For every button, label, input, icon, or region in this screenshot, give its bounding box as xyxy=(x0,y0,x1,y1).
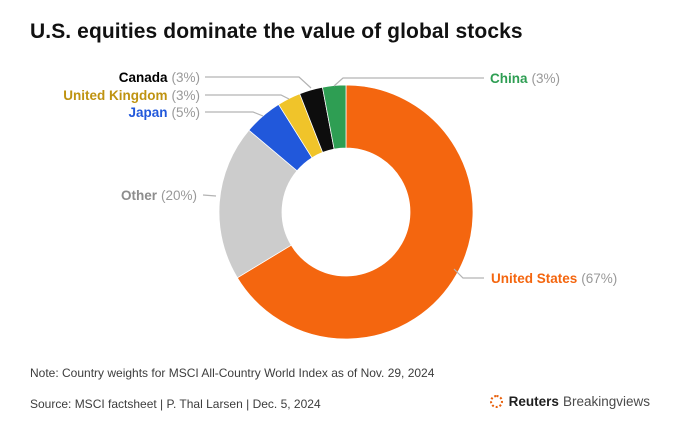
label-united-kingdom-name: United Kingdom xyxy=(63,88,168,103)
reuters-dotted-circle-icon xyxy=(489,395,503,408)
label-canada-pct: (3%) xyxy=(171,70,200,85)
leader-lines xyxy=(202,76,484,279)
reuters-breakingviews-logo: Reuters Breakingviews xyxy=(489,394,650,409)
label-japan: Japan (5%) xyxy=(128,105,200,120)
leader-line-other xyxy=(202,194,217,197)
leader-line-uk xyxy=(205,94,290,100)
leader-line-us xyxy=(453,268,484,279)
label-other-pct: (20%) xyxy=(160,188,197,203)
leader-line-canada xyxy=(205,76,312,89)
label-china-name: China xyxy=(490,71,528,86)
label-china-pct: (3%) xyxy=(531,71,561,86)
label-other-name: Other xyxy=(120,188,157,203)
label-japan-name: Japan xyxy=(128,105,168,120)
source-text: Source: MSCI factsheet | P. Thal Larsen … xyxy=(30,397,321,411)
leader-line-japan xyxy=(205,111,264,117)
label-united-states: United States (67%) xyxy=(491,271,617,286)
slice-other xyxy=(218,129,298,279)
label-united-states-pct: (67%) xyxy=(581,271,618,286)
label-other: Other (20%) xyxy=(121,188,197,203)
donut-slices xyxy=(218,84,474,340)
label-japan-pct: (5%) xyxy=(171,105,200,120)
logo-suffix-text: Breakingviews xyxy=(562,394,650,409)
label-china: China (3%) xyxy=(490,71,560,86)
label-united-kingdom: United Kingdom (3%) xyxy=(63,88,200,103)
note-text: Note: Country weights for MSCI All-Count… xyxy=(30,366,435,380)
label-canada-name: Canada xyxy=(118,70,168,85)
leader-line-china xyxy=(333,77,484,87)
label-united-states-name: United States xyxy=(491,271,578,286)
slice-china xyxy=(322,84,347,150)
label-canada: Canada (3%) xyxy=(119,70,200,85)
label-united-kingdom-pct: (3%) xyxy=(171,88,200,103)
slice-united-states xyxy=(236,84,474,340)
chart-title: U.S. equities dominate the value of glob… xyxy=(30,20,523,43)
logo-brand-text: Reuters xyxy=(508,394,559,409)
